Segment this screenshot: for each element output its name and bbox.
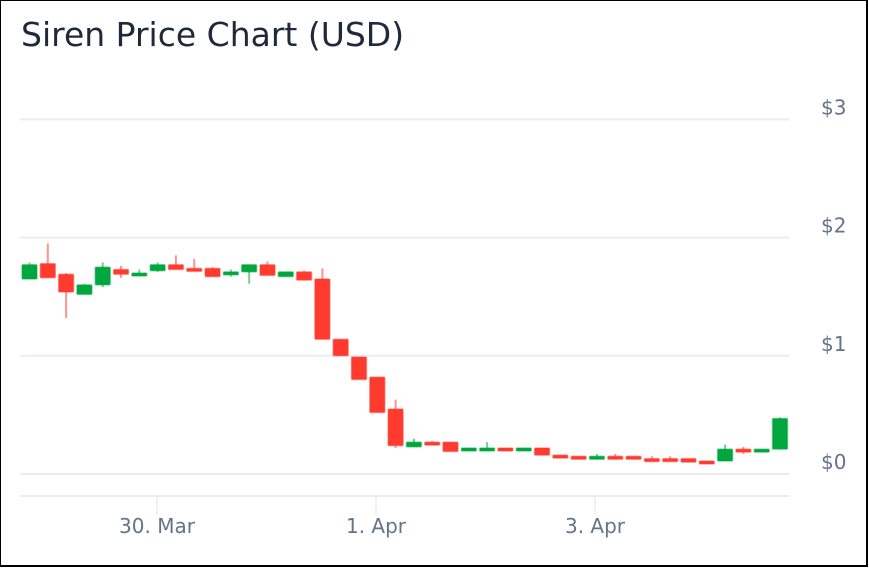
- candle-body: [369, 376, 386, 414]
- candle-body: [497, 447, 514, 452]
- y-tick-label: $0: [821, 450, 846, 474]
- candle-body: [588, 455, 606, 461]
- candle[interactable]: [533, 447, 551, 456]
- candle[interactable]: [460, 447, 478, 452]
- candle-body: [552, 454, 569, 459]
- candle-body: [204, 267, 221, 278]
- candle[interactable]: [735, 446, 752, 454]
- candle[interactable]: [387, 399, 404, 448]
- candle[interactable]: [588, 453, 606, 461]
- candle[interactable]: [277, 271, 295, 278]
- candle[interactable]: [259, 261, 276, 277]
- candle[interactable]: [204, 267, 221, 278]
- candle-body: [131, 272, 148, 277]
- candle[interactable]: [478, 442, 496, 452]
- candle-body: [478, 447, 496, 452]
- candle[interactable]: [94, 262, 111, 288]
- candle-body: [570, 455, 587, 461]
- candle-body: [533, 447, 551, 456]
- candle[interactable]: [515, 447, 532, 452]
- x-axis: 30. Mar 1. Apr 3. Apr: [20, 495, 789, 538]
- candle-body: [515, 447, 532, 452]
- candle-body: [423, 441, 441, 446]
- candle-body: [771, 417, 789, 450]
- candle-body: [735, 448, 752, 453]
- candle[interactable]: [167, 255, 185, 271]
- candle[interactable]: [131, 269, 148, 277]
- candle-body: [21, 264, 38, 280]
- candle[interactable]: [295, 270, 313, 281]
- candle-body: [698, 460, 716, 465]
- candle-body: [167, 264, 185, 271]
- candle-body: [94, 266, 111, 286]
- candle[interactable]: [222, 269, 240, 277]
- candle[interactable]: [442, 441, 459, 453]
- candles[interactable]: [21, 243, 789, 465]
- candle-body: [277, 271, 295, 278]
- candle[interactable]: [405, 438, 423, 448]
- candle-body: [716, 448, 734, 462]
- candle[interactable]: [76, 283, 93, 296]
- candle[interactable]: [369, 376, 386, 414]
- candle[interactable]: [698, 460, 716, 465]
- candle-body: [222, 271, 240, 276]
- candle[interactable]: [753, 448, 770, 453]
- y-tick-label: $3: [821, 95, 846, 119]
- candle[interactable]: [607, 453, 624, 461]
- candle[interactable]: [314, 268, 331, 341]
- candle-body: [112, 268, 130, 275]
- candle[interactable]: [350, 356, 368, 381]
- candle[interactable]: [332, 338, 349, 357]
- candle-body: [350, 356, 368, 381]
- y-axis-labels: $3 $2 $1 $0: [821, 95, 846, 474]
- candle-body: [39, 262, 57, 279]
- y-tick-label: $1: [821, 332, 846, 356]
- candle-body: [314, 278, 331, 341]
- candle-body: [405, 441, 423, 448]
- candle-body: [240, 264, 258, 273]
- candle-body: [57, 273, 75, 293]
- candle[interactable]: [149, 262, 166, 272]
- candle[interactable]: [680, 457, 697, 463]
- candle[interactable]: [771, 417, 789, 450]
- candle-body: [76, 284, 93, 296]
- candle[interactable]: [39, 243, 57, 279]
- y-tick-label: $2: [821, 214, 846, 238]
- candle-body: [607, 455, 624, 461]
- candle[interactable]: [570, 455, 587, 461]
- candle-body: [643, 457, 661, 463]
- candle[interactable]: [497, 447, 514, 452]
- candle-body: [149, 264, 166, 272]
- candle[interactable]: [57, 273, 75, 318]
- x-tick-label: 1. Apr: [346, 514, 407, 538]
- candle-body: [753, 448, 770, 453]
- chart-title: Siren Price Chart (USD): [21, 15, 405, 54]
- candle[interactable]: [625, 455, 642, 461]
- candle-body: [259, 264, 276, 277]
- candle-body: [442, 441, 459, 453]
- candle[interactable]: [185, 258, 203, 273]
- candle-body: [185, 267, 203, 273]
- candle[interactable]: [661, 456, 679, 463]
- candle[interactable]: [423, 440, 441, 446]
- candle-body: [332, 338, 349, 357]
- candle[interactable]: [552, 454, 569, 459]
- y-gridlines: [20, 118, 789, 475]
- candle-body: [460, 447, 478, 452]
- candle-body: [625, 455, 642, 461]
- x-tick-label: 30. Mar: [119, 514, 196, 538]
- candle-body: [387, 408, 404, 447]
- candle-body: [661, 457, 679, 463]
- candle-body: [295, 271, 313, 281]
- candle[interactable]: [643, 456, 661, 463]
- candle[interactable]: [716, 444, 734, 462]
- candle-body: [680, 457, 697, 463]
- candle[interactable]: [112, 265, 130, 278]
- candle[interactable]: [240, 264, 258, 284]
- x-tick-label: 3. Apr: [565, 514, 626, 538]
- candle[interactable]: [21, 262, 38, 280]
